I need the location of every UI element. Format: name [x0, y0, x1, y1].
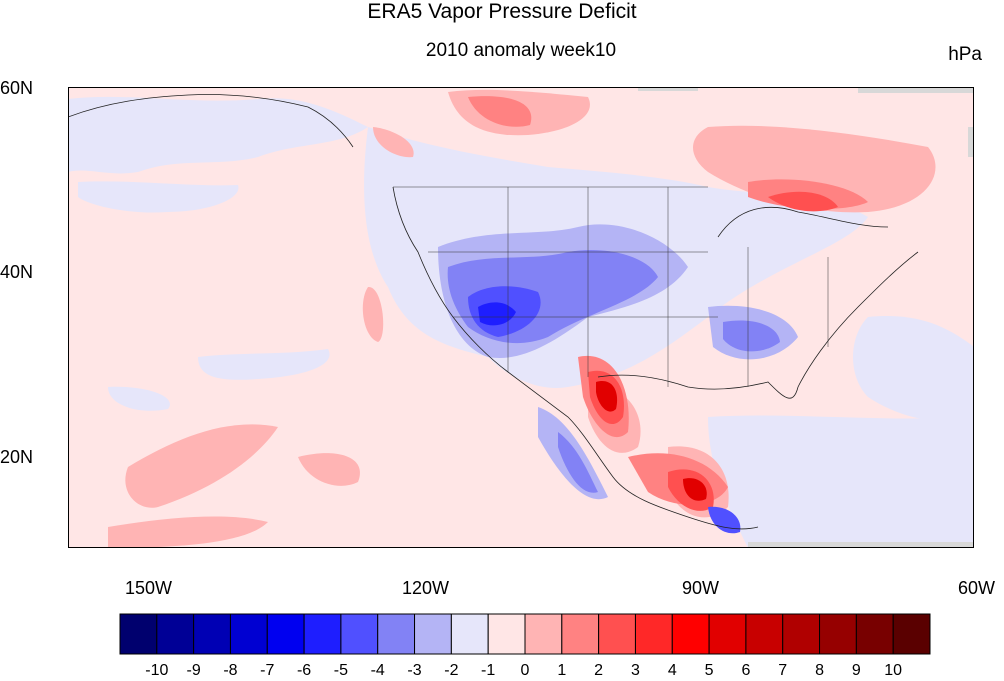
colorbar-box	[745, 613, 784, 655]
lat-label-20n: 20N	[0, 447, 34, 467]
plot-subtitle: 2010 anomaly week10	[425, 40, 617, 61]
colorbar-box	[229, 613, 268, 655]
colorbar-box	[487, 613, 526, 655]
lon-label-90w: 90W	[682, 578, 720, 598]
colorbar-label: -3	[407, 662, 422, 679]
no-data-regions	[638, 87, 974, 548]
colorbar-label: -5	[333, 662, 349, 679]
colorbar-label: 6	[741, 662, 751, 679]
colorbar-box	[634, 613, 673, 655]
colorbar-box	[782, 613, 821, 655]
colorbar-box	[671, 613, 710, 655]
colorbar-label: 0	[520, 662, 530, 679]
colorbar-box	[598, 613, 636, 655]
colorbar-box	[266, 613, 305, 655]
colorbar-box	[524, 613, 563, 655]
colorbar-box	[119, 613, 158, 655]
colorbar-box	[708, 613, 747, 655]
colorbar-box	[340, 613, 379, 655]
colorbar-label: 1	[557, 662, 567, 679]
colorbar-box	[377, 613, 416, 655]
lon-label-120w: 120W	[402, 578, 450, 598]
colorbar-label: 7	[778, 662, 788, 679]
colorbar-box	[414, 613, 452, 655]
colorbar-label: -4	[370, 662, 385, 679]
colorbar-label: -1	[481, 662, 496, 679]
colorbar	[119, 613, 931, 655]
colorbar-label: -2	[444, 662, 459, 679]
state-borders	[393, 186, 829, 387]
colorbar-label: 8	[815, 662, 824, 679]
plot-title: ERA5 Vapor Pressure Deficit	[367, 0, 637, 23]
colorbar-box	[855, 613, 894, 655]
colorbar-box	[450, 613, 489, 655]
lat-label-60n: 60N	[0, 78, 34, 98]
colorbar-label: -7	[260, 662, 275, 679]
map-frame	[68, 87, 974, 548]
vpd-anomaly-map	[68, 87, 974, 548]
colorbar-label: -9	[186, 662, 201, 679]
colorbar-box	[193, 613, 231, 655]
colorbar-label: 10	[884, 662, 903, 679]
colorbar-box	[892, 613, 931, 655]
colorbar-box	[561, 613, 600, 655]
colorbar-label: -10	[145, 662, 169, 679]
colorbar-label: -6	[296, 662, 312, 679]
colorbar-box	[819, 613, 857, 655]
anomaly-deepred	[596, 381, 707, 501]
units-label: hPa	[948, 44, 982, 65]
coastlines	[68, 94, 919, 530]
colorbar-label: 2	[594, 662, 604, 679]
lat-label-40n: 40N	[0, 262, 34, 282]
colorbar-label: -8	[223, 662, 238, 679]
colorbar-box	[156, 613, 195, 655]
anomaly-deepblue	[478, 302, 516, 326]
colorbar-box	[303, 613, 342, 655]
lon-label-150w: 150W	[125, 578, 173, 598]
colorbar-label: 3	[631, 662, 640, 679]
colorbar-label: 9	[851, 662, 861, 679]
colorbar-label: 4	[667, 662, 677, 679]
colorbar-label: 5	[704, 662, 714, 679]
lon-label-60w: 60W	[958, 578, 996, 598]
